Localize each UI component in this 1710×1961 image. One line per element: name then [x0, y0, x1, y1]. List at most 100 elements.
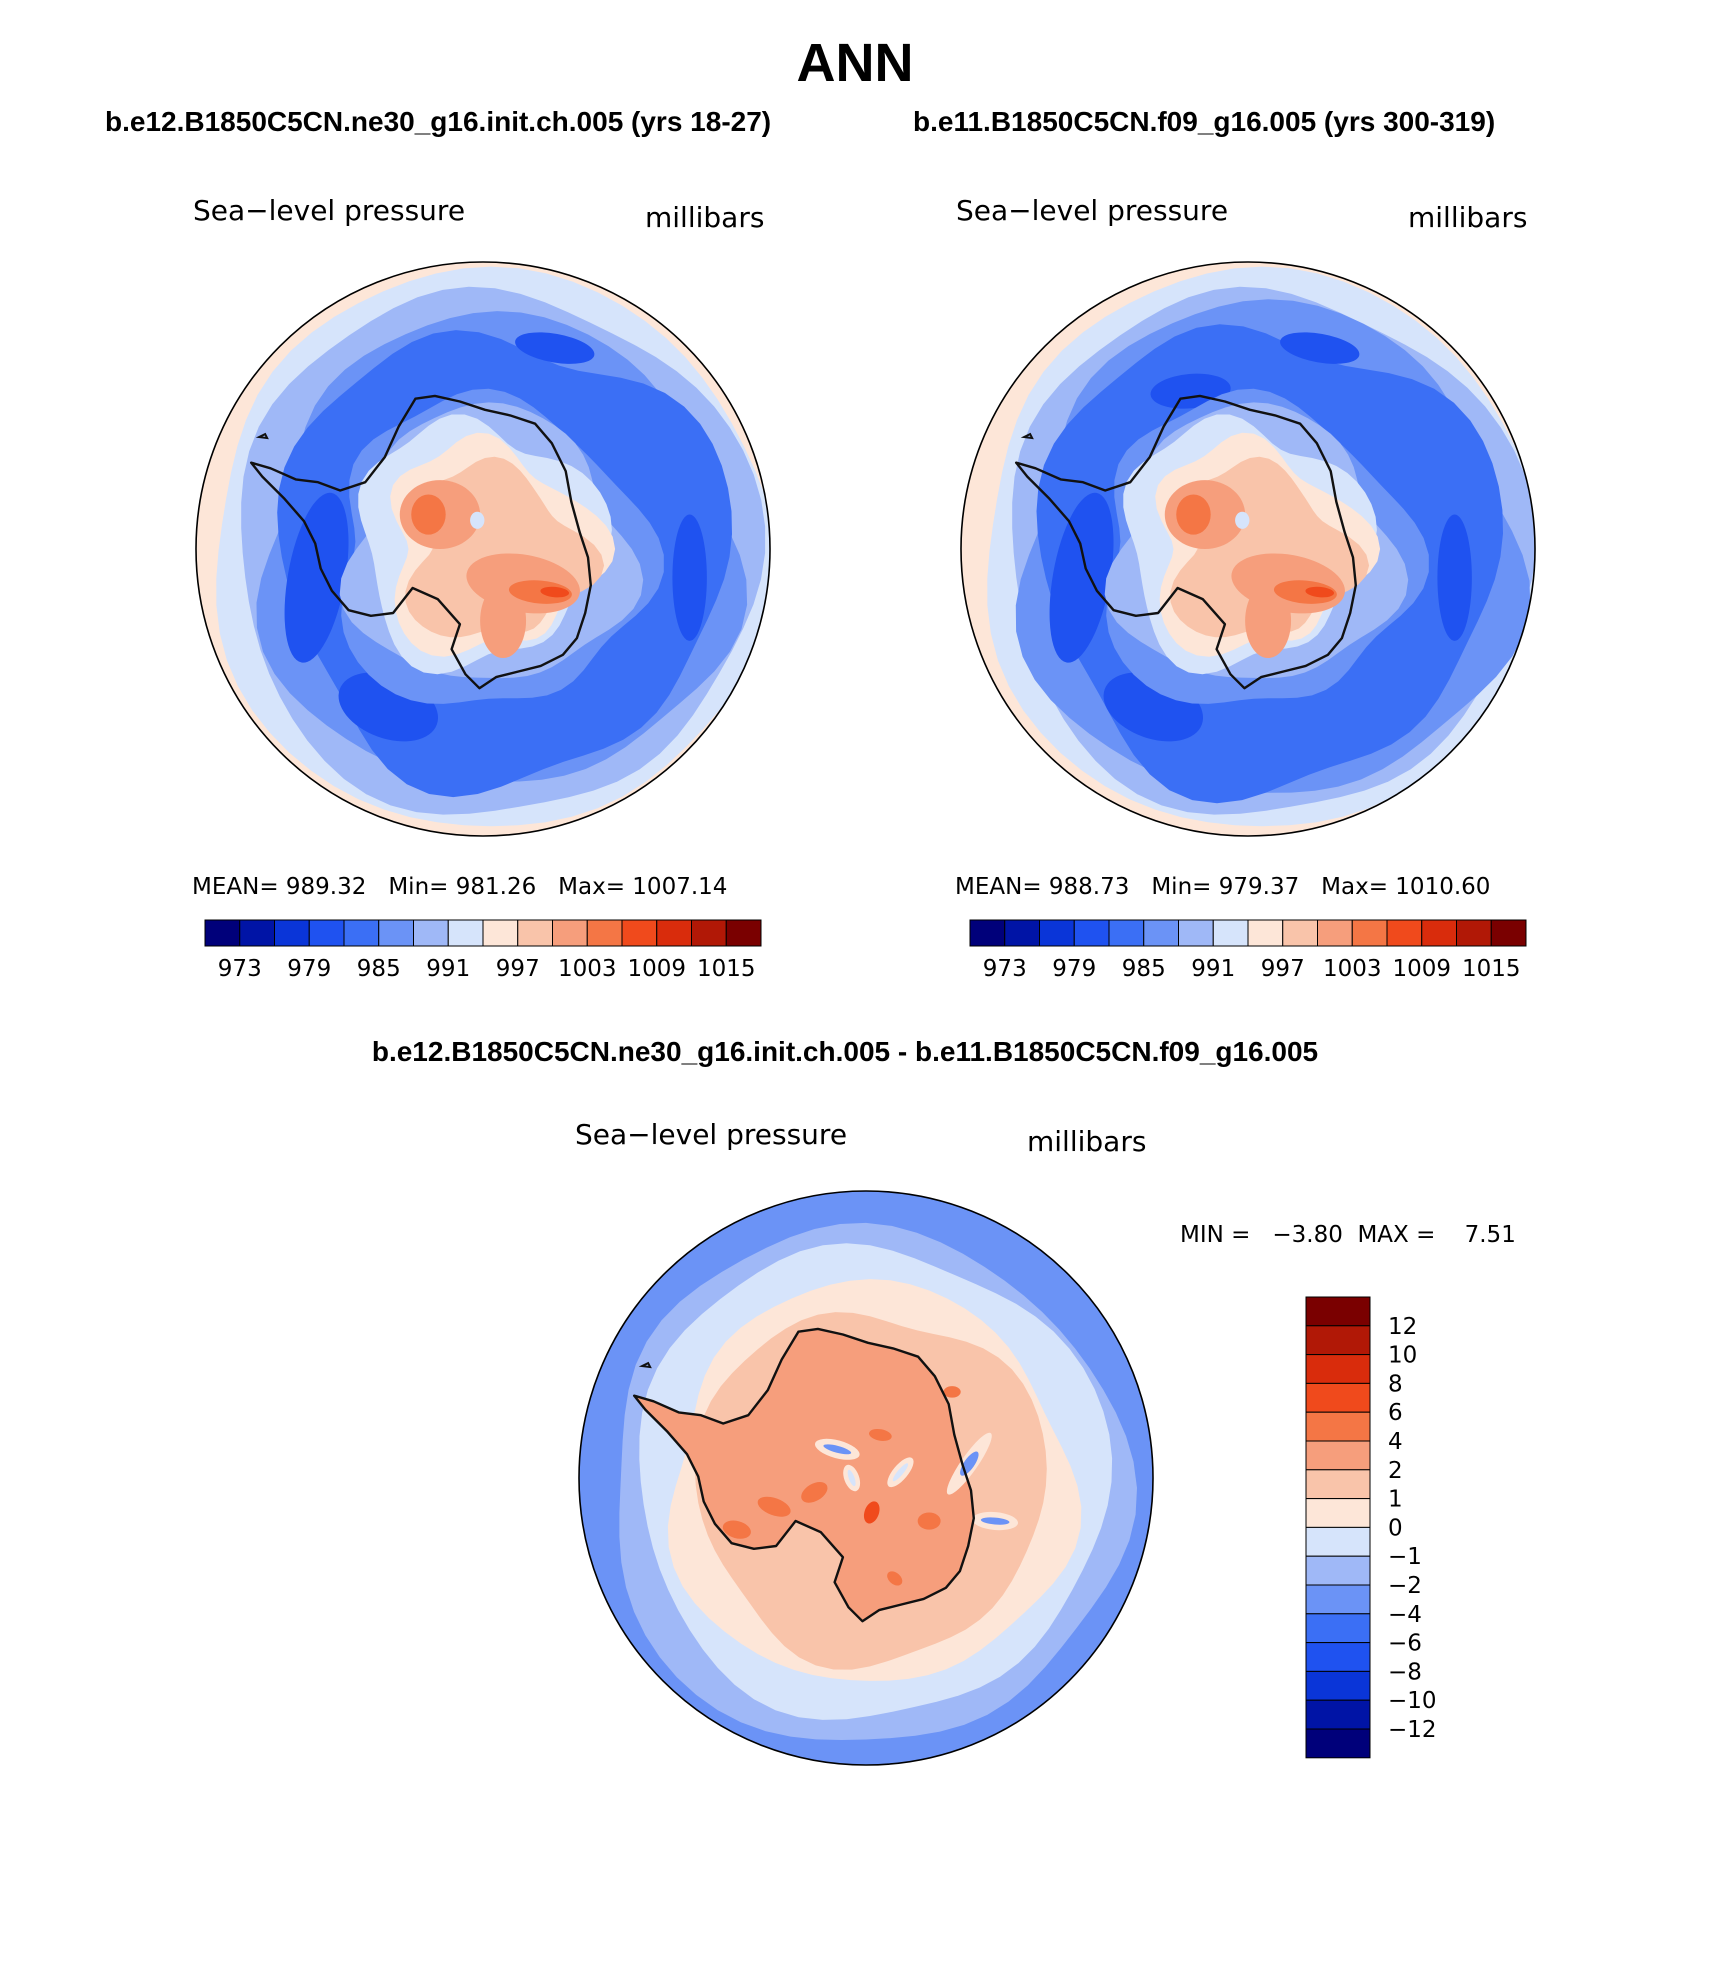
colorbar-tick-label: 973 — [983, 956, 1027, 982]
slp-dip — [1235, 511, 1250, 529]
slp-high-e — [1273, 580, 1337, 604]
coastline — [1015, 394, 1357, 690]
colorbar-tick-label: 12 — [1388, 1314, 1417, 1340]
map-panel-3 — [578, 1190, 1154, 1766]
colorbar-box — [447, 919, 484, 947]
colorbar-tick-label: 985 — [357, 956, 401, 982]
colorbar-box — [621, 919, 658, 947]
colorbar-tick-label: 1003 — [1323, 956, 1382, 982]
panel1-min-value: 981.26 — [455, 874, 537, 900]
colorbar-box — [1421, 919, 1457, 947]
map-field-2 — [961, 262, 1535, 836]
colorbar-box — [1305, 1555, 1371, 1586]
panel1-mean-label: MEAN= — [192, 874, 279, 900]
diff-minmax: MIN = −3.80 MAX = 7.51 — [1180, 1222, 1516, 1248]
colorbar-tick-label: 991 — [426, 956, 470, 982]
colorbar-tick-label: 1015 — [1462, 956, 1521, 982]
slp-low-north — [1280, 332, 1360, 364]
colorbar-tick-label: 997 — [1261, 956, 1305, 982]
colorbar-box — [1039, 919, 1075, 947]
panel1-header: b.e12.B1850C5CN.ne30_g16.init.ch.005 (yr… — [105, 106, 772, 137]
panel2-max-value: 1010.60 — [1395, 874, 1491, 900]
colorbar-tick-label: −12 — [1388, 1717, 1437, 1743]
colorbar-box — [1305, 1498, 1371, 1528]
colorbar-tick-label: 8 — [1388, 1371, 1403, 1397]
colorbar-tick-label: 10 — [1388, 1343, 1417, 1369]
colorbar-box — [343, 919, 380, 947]
island — [1020, 432, 1034, 440]
colorbar-box — [482, 919, 519, 947]
panel1-right-label: millibars — [645, 201, 765, 234]
slp-low-west — [1049, 492, 1114, 663]
colorbar-tick-label: 979 — [1052, 956, 1096, 982]
colorbar-box — [1305, 1411, 1371, 1442]
map-panel-2 — [960, 261, 1536, 837]
panel2-stats: MEAN= 988.73 Min= 979.37 Max= 1010.60 — [955, 874, 1490, 900]
colorbar-box — [552, 919, 588, 947]
map-field-3 — [579, 1191, 1153, 1765]
colorbar-box — [1305, 1440, 1371, 1471]
colorbar-box — [1282, 919, 1318, 947]
panel1-max-value: 1007.14 — [632, 874, 728, 900]
diff-streak-0 — [823, 1444, 852, 1455]
colorbar-tick-label: −6 — [1388, 1631, 1422, 1657]
panel1-min-label: Min= — [388, 874, 449, 900]
slp-low-west — [284, 492, 349, 663]
panel2-min-value: 979.37 — [1218, 874, 1300, 900]
colorbar-tick-label: 973 — [218, 956, 262, 982]
colorbar-tick-label: −4 — [1388, 1602, 1422, 1628]
colorbar-box — [517, 919, 553, 947]
colorbar-tick-label: 997 — [496, 956, 540, 982]
diff-patch-4-5 — [722, 1520, 751, 1539]
colorbar-box — [1305, 1728, 1371, 1759]
colorbar-box — [1305, 1526, 1371, 1557]
diff-streak-4 — [847, 1469, 856, 1487]
panel2-min-label: Min= — [1151, 874, 1212, 900]
map-panel-1 — [195, 261, 771, 837]
colorbar-box — [1351, 919, 1388, 947]
colorbar-box — [1004, 919, 1040, 947]
island — [255, 432, 269, 440]
panel2-max-label: Max= — [1321, 874, 1388, 900]
colorbar-tick-label: 979 — [287, 956, 331, 982]
colorbar-tick-label: 2 — [1388, 1458, 1403, 1484]
colorbar-box — [1305, 1382, 1371, 1413]
colorbar-tick-label: 4 — [1388, 1429, 1403, 1455]
colorbar-box — [725, 919, 762, 947]
colorbar-box — [969, 919, 1006, 947]
slp-high-d — [411, 494, 446, 535]
colorbar-box — [378, 919, 414, 947]
colorbar-tick-label: 1009 — [627, 956, 686, 982]
colorbar-panel-2: 973 979 985 991 997 1003 1009 1015 — [969, 919, 1527, 982]
panel2-mean-value: 988.73 — [1048, 874, 1130, 900]
colorbar-box — [1305, 1613, 1371, 1644]
colorbar-tick-label: −2 — [1388, 1573, 1422, 1599]
colorbar-box — [308, 919, 345, 947]
diff-header: b.e12.B1850C5CN.ne30_g16.init.ch.005 - b… — [371, 1036, 1319, 1067]
colorbar-tick-label: 985 — [1122, 956, 1166, 982]
colorbar-box — [1305, 1670, 1371, 1701]
colorbar-box — [1108, 919, 1145, 947]
colorbar-box — [1247, 919, 1284, 947]
slp-high-e — [508, 580, 572, 604]
map-border — [578, 1190, 1154, 1766]
colorbar-tick-label: 1003 — [558, 956, 617, 982]
diff-streak-2 — [980, 1517, 1010, 1525]
colorbar-tick-label: −8 — [1388, 1659, 1422, 1685]
panel1-left-label: Sea−level pressure — [193, 194, 466, 227]
diff-patch-4-1 — [801, 1482, 828, 1503]
colorbar-tick-label: −10 — [1388, 1688, 1437, 1714]
slp-high-d — [1176, 494, 1211, 535]
diff-patch-4-3 — [917, 1512, 941, 1530]
colorbar-box — [1178, 919, 1214, 947]
diff-streak-3 — [892, 1463, 909, 1482]
slp-low-north — [515, 332, 595, 364]
slp-high-c — [1245, 583, 1292, 659]
colorbar-tick-label: −1 — [1388, 1544, 1422, 1570]
diff-patch-4-2 — [869, 1428, 892, 1441]
colorbar-box — [1317, 919, 1353, 947]
figure-title: ANN — [796, 33, 914, 93]
colorbar-box — [239, 919, 275, 947]
colorbar-tick-label: 991 — [1191, 956, 1235, 982]
